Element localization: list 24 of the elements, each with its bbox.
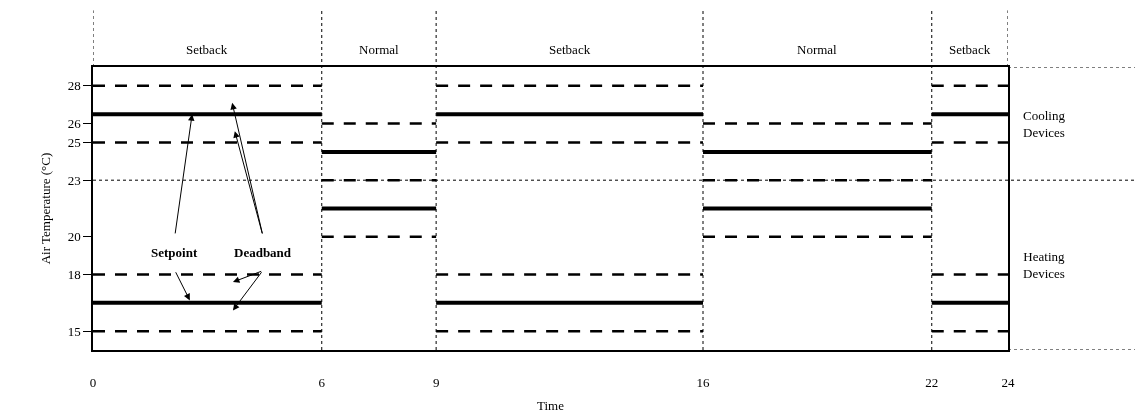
y-tick-label: 23 (67, 172, 81, 188)
text: Setback (949, 42, 991, 57)
x-tick-label: 24 (1001, 375, 1015, 391)
y-tick-label: 28 (67, 78, 81, 94)
annotation: Setpoint (151, 245, 198, 260)
x-tick-label: 22 (925, 375, 939, 391)
y-tick-label: 25 (67, 135, 81, 151)
y-tick-label: 20 (67, 229, 81, 245)
y-axis-title: Air Temperature (°C) (38, 152, 54, 265)
y-tick-label: 18 (67, 267, 81, 283)
x-axis-title: Time (537, 398, 565, 414)
y-tick-label: 26 (67, 116, 82, 132)
x-tick-label: 9 (432, 375, 440, 391)
text: Setback (186, 42, 228, 57)
y-tick-label: 15 (67, 323, 81, 339)
x-tick-label: 6 (318, 375, 326, 391)
text: Normal (797, 42, 838, 57)
x-tick-label: 0 (89, 375, 97, 391)
text: Setback (549, 42, 591, 57)
x-tick-label: 16 (696, 375, 710, 391)
text: Normal (359, 42, 400, 57)
text: Heating Devices (1023, 249, 1066, 281)
text: Cooling Devices (1023, 108, 1066, 140)
annotation: Deadband (234, 245, 292, 260)
